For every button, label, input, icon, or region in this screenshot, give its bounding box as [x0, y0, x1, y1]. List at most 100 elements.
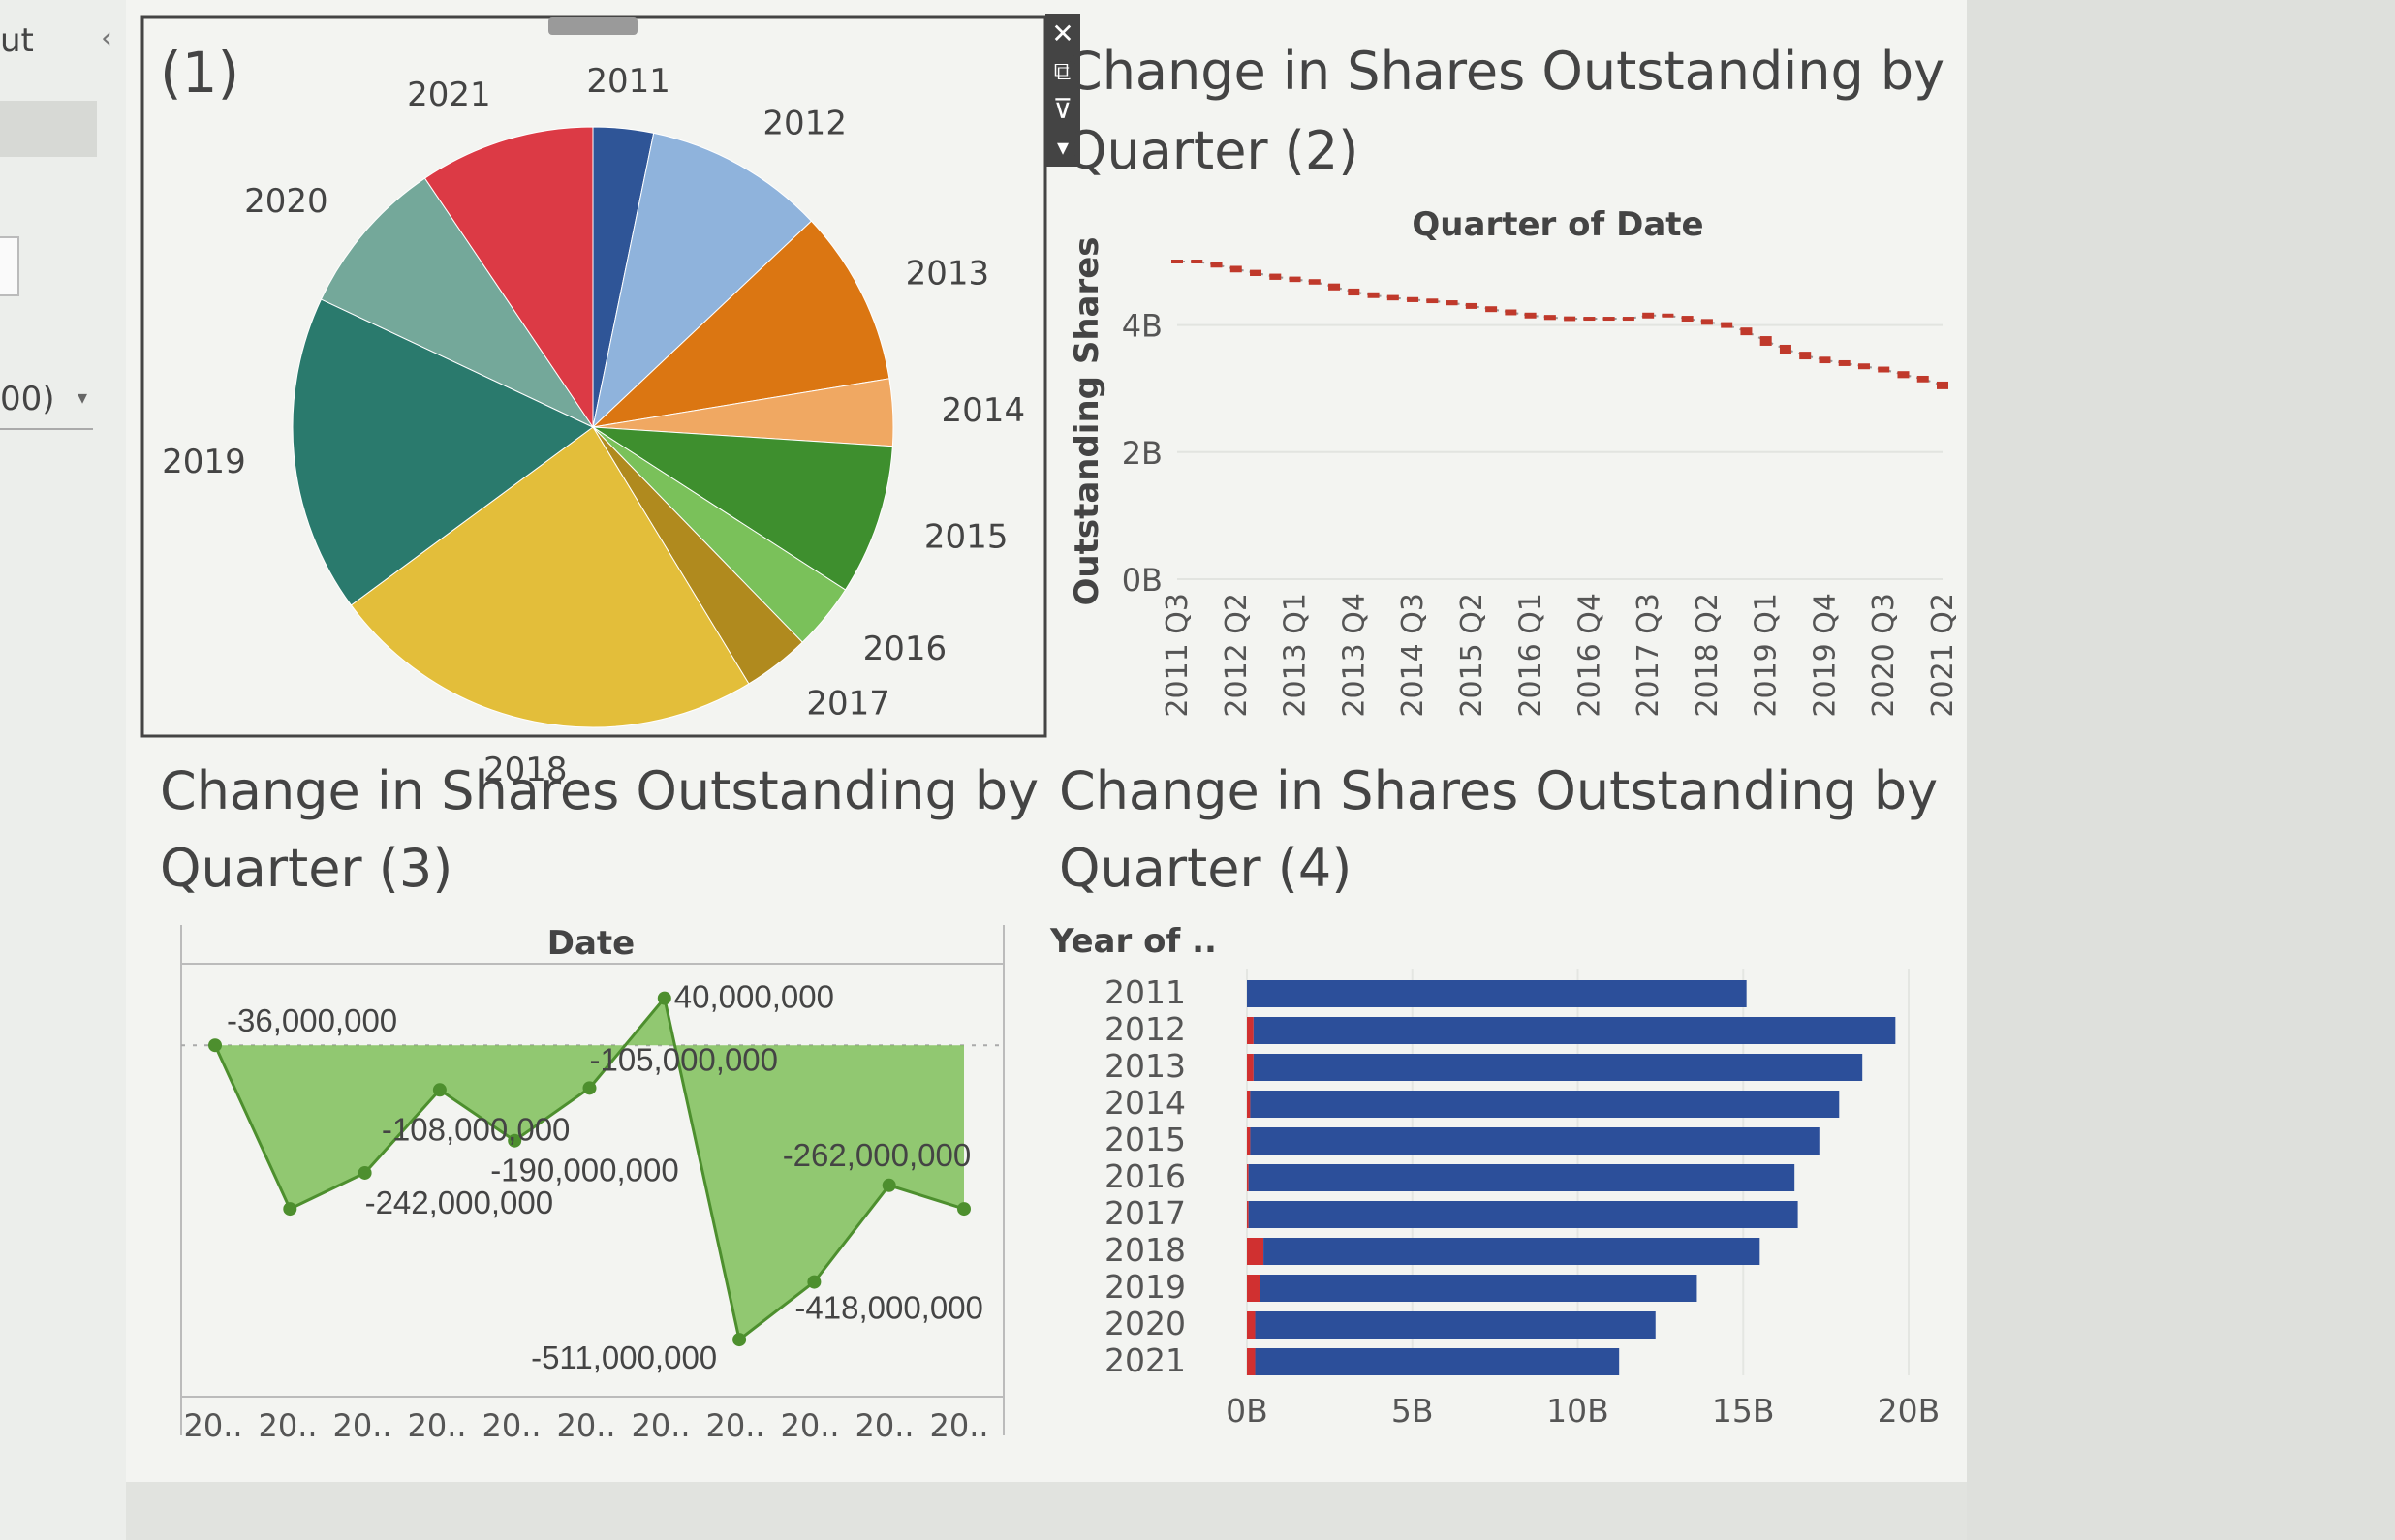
bar-2014-segment-1[interactable] [1250, 1091, 1840, 1118]
line-point-2016-Q1[interactable] [1524, 312, 1537, 319]
bar-2012-segment-0[interactable] [1247, 1017, 1254, 1044]
area-point[interactable] [657, 991, 671, 1005]
line-point-2011-Q4[interactable] [1191, 260, 1203, 263]
area-point[interactable] [283, 1202, 297, 1217]
line-point-2019-Q1[interactable] [1759, 336, 1772, 346]
bar-2019-segment-0[interactable] [1247, 1275, 1260, 1302]
pie-slice-2013[interactable] [591, 220, 890, 428]
line-point-2020-Q3[interactable] [1878, 366, 1890, 373]
close-icon[interactable]: ✕ [1051, 17, 1073, 49]
bar-chart-zone[interactable]: Change in Shares Outstanding by Quarter (… [1049, 760, 1940, 1430]
line-point-2017-Q1[interactable] [1602, 317, 1615, 322]
area-point[interactable] [508, 1133, 522, 1148]
line-point-2020-Q1[interactable] [1838, 359, 1851, 366]
open-new-window-icon[interactable]: ⧉ [1054, 57, 1073, 86]
line-point-2013-Q3[interactable] [1328, 283, 1341, 291]
bar-x-tick: 10B [1546, 1392, 1609, 1430]
line-point-2014-Q4[interactable] [1426, 298, 1439, 304]
line-point-2019-Q4[interactable] [1819, 356, 1831, 364]
pie-slice-2019[interactable] [292, 298, 594, 606]
line-point-2013-Q2[interactable] [1308, 279, 1321, 285]
bar-x-tick: 15B [1712, 1392, 1775, 1430]
line-point-2016-Q2[interactable] [1543, 315, 1556, 321]
line-point-2014-Q1[interactable] [1367, 292, 1380, 298]
filter-select[interactable]: 00) ▾ [0, 380, 93, 430]
more-options-icon[interactable]: ▾ [1057, 134, 1069, 161]
area-point[interactable] [807, 1275, 822, 1289]
bar-2016-segment-0[interactable] [1247, 1164, 1249, 1191]
line-point-2018-Q3[interactable] [1721, 322, 1733, 328]
filter-icon[interactable]: ⊽ [1053, 93, 1073, 125]
area-point[interactable] [732, 1333, 747, 1347]
line-chart-zone[interactable]: Change in Shares Outstanding by Quarter (… [1066, 41, 1960, 718]
line-point-2015-Q2[interactable] [1465, 302, 1477, 309]
pie-label-2018: 2018 [483, 751, 568, 789]
line-point-2012-Q3[interactable] [1250, 269, 1262, 276]
bar-2020-segment-1[interactable] [1255, 1311, 1656, 1339]
line-point-2011-Q3[interactable] [1171, 260, 1183, 263]
bar-2019-segment-1[interactable] [1260, 1275, 1697, 1302]
line-point-2017-Q3[interactable] [1642, 312, 1655, 319]
line-point-2018-Q2[interactable] [1700, 319, 1713, 325]
line-point-2013-Q4[interactable] [1348, 288, 1360, 296]
bar-2012-segment-1[interactable] [1253, 1017, 1896, 1044]
bar-2020-segment-0[interactable] [1247, 1311, 1256, 1339]
bar-2018-segment-1[interactable] [1263, 1238, 1760, 1265]
bar-2021-segment-0[interactable] [1247, 1348, 1256, 1375]
line-point-2019-Q2[interactable] [1779, 344, 1791, 354]
bar-2015-segment-1[interactable] [1250, 1127, 1820, 1155]
line-point-2015-Q4[interactable] [1505, 309, 1517, 316]
line-point-2021-Q2[interactable] [1937, 381, 1948, 389]
pie-slice-2020[interactable] [320, 177, 595, 429]
bar-2014-segment-0[interactable] [1247, 1091, 1251, 1118]
selected-item-block[interactable] [0, 101, 97, 157]
line-point-2020-Q2[interactable] [1857, 363, 1870, 370]
line-point-2018-Q4[interactable] [1740, 327, 1753, 336]
line-point-2012-Q1[interactable] [1210, 262, 1223, 268]
bar-2018-segment-0[interactable] [1247, 1238, 1264, 1265]
filter-input-fragment[interactable] [0, 236, 19, 296]
area-point[interactable] [358, 1165, 372, 1180]
bar-chart-title: Change in Shares Outstanding by Quarter (… [1059, 760, 1938, 899]
area-point[interactable] [582, 1081, 597, 1095]
bar-2013-segment-0[interactable] [1247, 1054, 1254, 1081]
line-point-2015-Q1[interactable] [1446, 300, 1458, 306]
line-point-2015-Q3[interactable] [1485, 306, 1498, 313]
line-point-2014-Q2[interactable] [1386, 294, 1399, 301]
line-point-2020-Q4[interactable] [1897, 371, 1910, 379]
pie-slice-2021[interactable] [423, 126, 594, 429]
pie-slice-2015[interactable] [591, 426, 893, 591]
pie-slice-2012[interactable] [592, 132, 813, 429]
area-series [208, 991, 971, 1347]
line-point-2012-Q4[interactable] [1269, 273, 1282, 280]
bar-2015-segment-0[interactable] [1247, 1127, 1251, 1155]
area-point[interactable] [957, 1202, 971, 1217]
area-chart-zone[interactable]: Change in Shares Outstanding by Quarter (… [160, 760, 1039, 1444]
line-point-2012-Q2[interactable] [1229, 265, 1242, 273]
line-point-2014-Q3[interactable] [1407, 296, 1419, 302]
line-point-2016-Q4[interactable] [1583, 317, 1596, 322]
line-point-2017-Q2[interactable] [1622, 317, 1634, 322]
bar-2016-segment-1[interactable] [1248, 1164, 1795, 1191]
chevron-down-icon[interactable]: ▾ [78, 385, 88, 409]
pie-chart-zone[interactable]: (1) 2011 2012 2013 2014 2015 2016 2017 2018 2019… [140, 15, 1047, 789]
bar-2021-segment-1[interactable] [1255, 1348, 1620, 1375]
area-x-ticks: 20.. 20.. 20.. 20.. 20.. 20.. 20.. 20.. 20.. 20..… [183, 1407, 988, 1444]
line-point-2017-Q4[interactable] [1662, 313, 1674, 318]
area-point[interactable] [432, 1083, 447, 1097]
bar-2011-segment-1[interactable] [1247, 980, 1747, 1007]
bar-2017-segment-1[interactable] [1248, 1201, 1798, 1228]
bar-2017-segment-0[interactable] [1247, 1201, 1249, 1228]
area-point[interactable] [208, 1038, 222, 1053]
line-point-2016-Q3[interactable] [1564, 316, 1576, 322]
pie-slice-2018[interactable] [350, 426, 750, 728]
zone-drag-handle[interactable] [548, 17, 638, 35]
area-point[interactable] [882, 1178, 896, 1192]
line-point-2018-Q1[interactable] [1681, 316, 1694, 323]
bar-2013-segment-1[interactable] [1253, 1054, 1863, 1081]
bar-series [1247, 980, 1896, 1375]
line-point-2021-Q1[interactable] [1916, 375, 1929, 383]
collapse-pane-icon[interactable]: ‹ [101, 21, 112, 55]
line-point-2013-Q1[interactable] [1289, 276, 1301, 283]
line-point-2019-Q3[interactable] [1799, 352, 1812, 360]
